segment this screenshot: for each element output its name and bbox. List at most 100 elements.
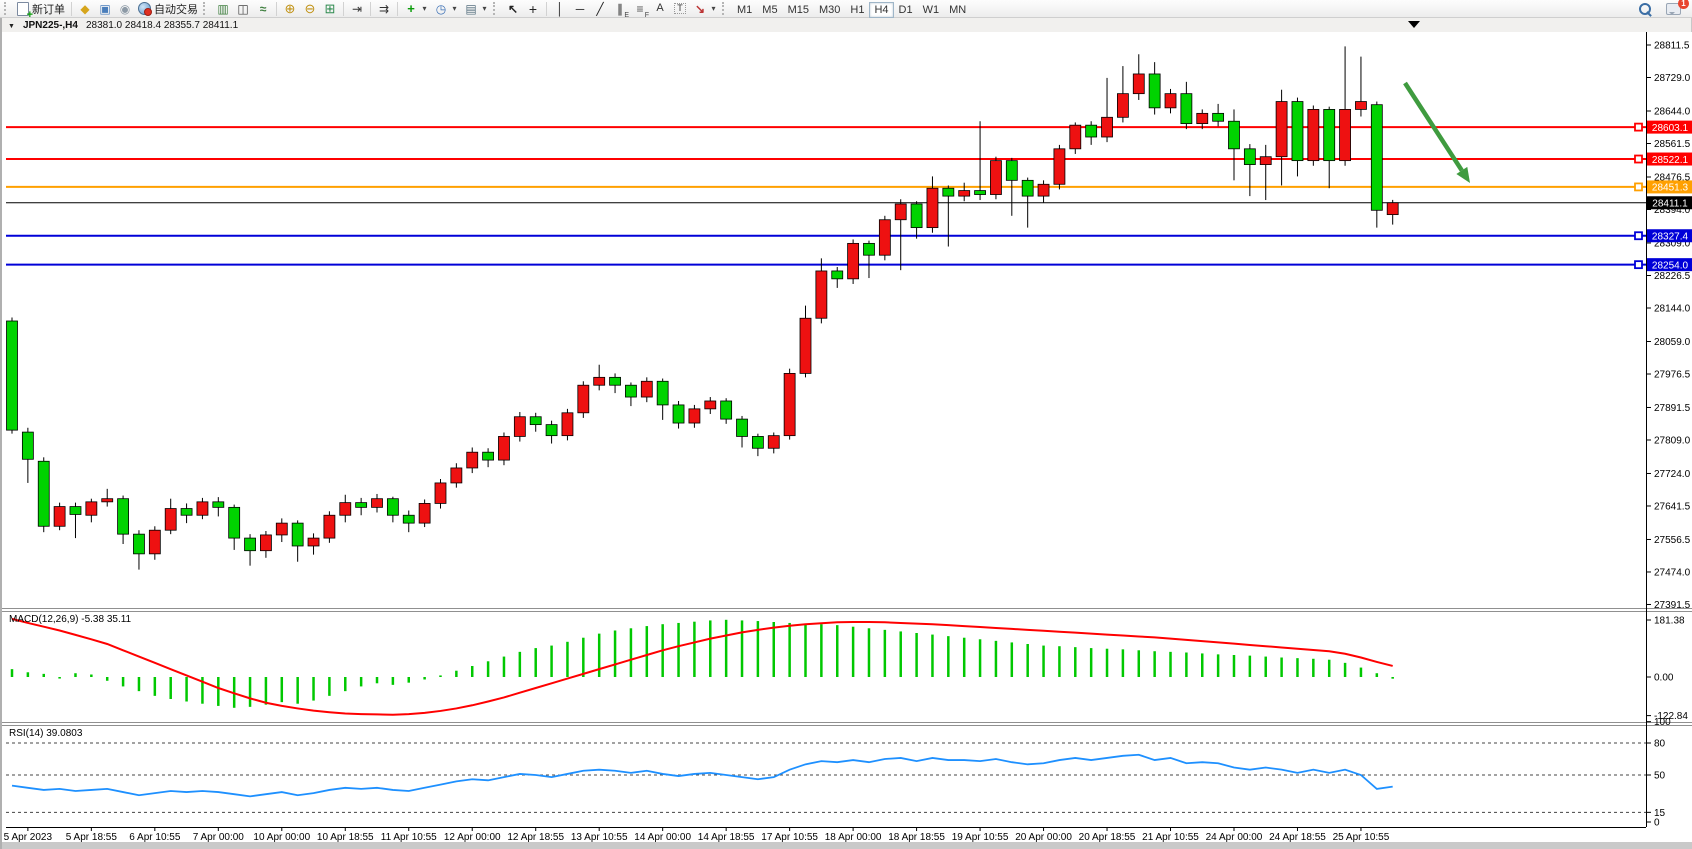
svg-text:19 Apr 10:55: 19 Apr 10:55	[952, 832, 1009, 843]
cursor-button[interactable]	[503, 1, 523, 17]
signals-button[interactable]	[115, 1, 135, 17]
svg-text:28226.5: 28226.5	[1654, 271, 1691, 282]
svg-text:14 Apr 00:00: 14 Apr 00:00	[634, 832, 691, 843]
svg-text:50: 50	[1654, 771, 1666, 782]
market-watch-button[interactable]	[75, 1, 95, 17]
svg-text:-122.84: -122.84	[1654, 711, 1688, 722]
chart-titlebar[interactable]: JPN225-,H4 28381.0 28418.4 28355.7 28411…	[2, 18, 1691, 33]
svg-text:18 Apr 00:00: 18 Apr 00:00	[825, 832, 882, 843]
macd-signal-line	[11, 617, 1393, 716]
indicators-button[interactable]	[401, 1, 431, 17]
bar-chart-button[interactable]	[213, 1, 233, 17]
svg-text:11 Apr 10:55: 11 Apr 10:55	[381, 832, 437, 843]
svg-text:20 Apr 00:00: 20 Apr 00:00	[1015, 832, 1072, 843]
text-label-button[interactable]	[670, 1, 690, 17]
timeframe-H4[interactable]: H4	[869, 1, 894, 18]
svg-text:100: 100	[1654, 717, 1671, 728]
vertical-line-button[interactable]	[550, 1, 570, 17]
timeframe-M5[interactable]: M5	[757, 2, 782, 18]
text-icon	[653, 2, 667, 16]
tile-windows-icon	[323, 2, 337, 16]
indicator-labels: MACD(12,26,9) -5.38 35.11 RSI(14) 39.0803	[9, 614, 132, 739]
price-axis: 28811.5 28729.0 28644.0 28561.5 28476.5 28394…	[6, 32, 1691, 829]
svg-text:13 Apr 10:55: 13 Apr 10:55	[571, 832, 628, 843]
svg-text:15: 15	[1654, 808, 1666, 819]
svg-text:10 Apr 00:00: 10 Apr 00:00	[253, 832, 310, 843]
collapse-icon[interactable]	[8, 20, 15, 31]
svg-text:28644.0: 28644.0	[1654, 106, 1691, 117]
signal-icon	[118, 2, 132, 16]
data-window-icon	[98, 2, 112, 16]
timeframe-H1[interactable]: H1	[845, 2, 869, 18]
svg-text:28394.0: 28394.0	[1654, 205, 1691, 216]
tile-windows-button[interactable]	[320, 1, 340, 17]
equidistant-channel-button[interactable]	[610, 1, 630, 19]
line-chart-button[interactable]	[253, 1, 273, 17]
svg-text:28059.0: 28059.0	[1654, 337, 1691, 348]
new-order-label: 新订单	[32, 3, 65, 16]
svg-text:27556.5: 27556.5	[1654, 535, 1691, 546]
chevron-down-icon	[421, 4, 428, 13]
chart-shift-icon	[350, 2, 364, 16]
timeframe-D1[interactable]: D1	[894, 2, 918, 18]
toolbar-grip	[4, 2, 11, 15]
candlestick-chart-icon	[236, 2, 250, 16]
svg-text:MACD(12,26,9) -5.38 35.11: MACD(12,26,9) -5.38 35.11	[9, 614, 132, 625]
text-button[interactable]	[650, 1, 670, 17]
chevron-down-icon	[451, 4, 458, 13]
svg-text:10 Apr 18:55: 10 Apr 18:55	[317, 832, 374, 843]
svg-text:28561.5: 28561.5	[1654, 139, 1691, 150]
chart-shift-marker-icon	[1408, 21, 1420, 28]
svg-text:28327.4: 28327.4	[1652, 232, 1689, 243]
svg-text:27891.5: 27891.5	[1654, 403, 1691, 414]
timeframe-M15[interactable]: M15	[783, 2, 814, 18]
horizontal-line-button[interactable]	[570, 1, 590, 17]
chart-canvas[interactable]: 28811.5 28729.0 28644.0 28561.5 28476.5 28394…	[2, 32, 1692, 849]
notification-badge: 1	[1678, 0, 1689, 9]
timeframe-W1[interactable]: W1	[918, 2, 945, 18]
svg-text:28411.1: 28411.1	[1652, 199, 1688, 210]
periods-button[interactable]	[431, 1, 461, 17]
candlestick-chart-button[interactable]	[233, 1, 253, 17]
price-line-labels: 28603.1 28522.1 28451.3 28411.1 28327.4 28254…	[1634, 120, 1692, 271]
svg-text:21 Apr 10:55: 21 Apr 10:55	[1142, 832, 1199, 843]
new-order-button[interactable]: 新订单	[14, 1, 68, 21]
chart-shift-button[interactable]	[347, 1, 367, 17]
search-button[interactable]	[1635, 1, 1655, 17]
new-order-icon	[17, 1, 33, 21]
svg-text:14 Apr 18:55: 14 Apr 18:55	[698, 832, 755, 843]
timeframe-MN[interactable]: MN	[944, 2, 971, 18]
toolbar-separator	[71, 1, 72, 16]
arrows-button[interactable]	[690, 1, 720, 17]
crosshair-button[interactable]	[523, 1, 543, 17]
timeframe-M1[interactable]: M1	[732, 2, 757, 18]
auto-trading-button[interactable]: 自动交易	[135, 1, 201, 17]
zoom-in-button[interactable]	[280, 1, 300, 17]
panel-separators	[2, 608, 1692, 726]
toolbar-grip	[722, 2, 729, 15]
fibonacci-button[interactable]	[630, 1, 650, 19]
chat-button[interactable]: 1	[1663, 0, 1689, 17]
zoom-out-button[interactable]	[300, 1, 320, 17]
trendline-button[interactable]	[590, 1, 610, 17]
market-watch-icon	[78, 2, 92, 16]
data-window-button[interactable]	[95, 1, 115, 17]
svg-text:27474.0: 27474.0	[1654, 567, 1691, 578]
auto-scroll-button[interactable]	[374, 1, 394, 17]
chart-window: JPN225-,H4 28381.0 28418.4 28355.7 28411…	[0, 18, 1692, 849]
cursor-icon	[506, 2, 520, 16]
auto-trading-icon	[138, 2, 152, 16]
toolbar-grip	[203, 2, 210, 15]
svg-text:12 Apr 18:55: 12 Apr 18:55	[507, 832, 564, 843]
svg-text:25 Apr 10:55: 25 Apr 10:55	[1333, 832, 1390, 843]
svg-text:20 Apr 18:55: 20 Apr 18:55	[1079, 832, 1136, 843]
timeframe-M30[interactable]: M30	[814, 2, 845, 18]
svg-text:27809.0: 27809.0	[1654, 435, 1691, 446]
svg-text:5 Apr 2023: 5 Apr 2023	[4, 832, 53, 843]
chart-symbol-label: JPN225-,H4	[22, 19, 78, 31]
templates-button[interactable]	[461, 1, 491, 17]
zoom-out-icon	[303, 2, 317, 16]
chat-icon	[1666, 2, 1681, 15]
svg-text:12 Apr 00:00: 12 Apr 00:00	[444, 832, 501, 843]
